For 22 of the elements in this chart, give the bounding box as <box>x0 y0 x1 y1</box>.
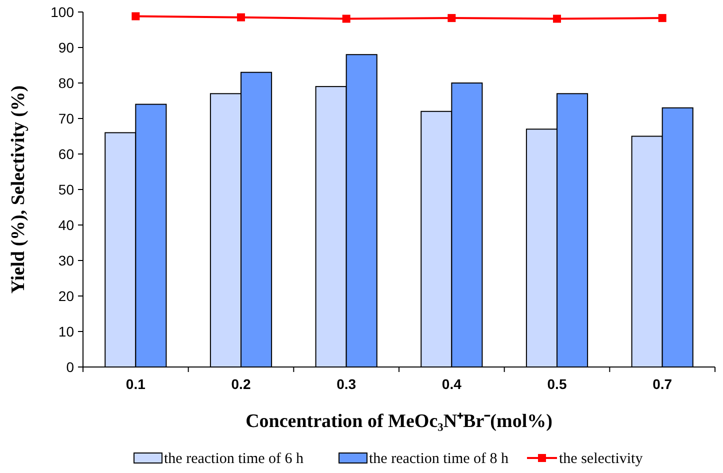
y-tick-label: 80 <box>58 74 74 91</box>
y-tick-label: 40 <box>58 216 74 233</box>
y-tick-label: 10 <box>58 323 74 340</box>
y-tick-label: 60 <box>58 146 74 162</box>
y-tick-label: 90 <box>58 39 74 56</box>
x-axis-title: Concentration of MeOc₃N⁺Br⁻(mol%) <box>246 411 552 432</box>
x-tick-label: 0.7 <box>652 376 672 392</box>
y-axis-title: Yield (%), Selectivity (%) <box>8 85 29 294</box>
x-tick-label: 0.1 <box>126 376 146 392</box>
y-tick-label: 100 <box>50 4 74 20</box>
y-tick-label: 70 <box>58 110 74 126</box>
y-tick-label: 20 <box>58 288 74 304</box>
y-tick-label: 50 <box>58 181 74 198</box>
y-tick-label: 30 <box>58 252 74 268</box>
legend-label: the selectivity <box>559 451 644 467</box>
x-tick-label: 0.5 <box>547 376 567 392</box>
legend-label: the reaction time of 8 h <box>369 451 510 467</box>
x-tick-label: 0.2 <box>231 376 251 392</box>
x-tick-label: 0.4 <box>442 376 462 392</box>
legend-label: the reaction time of 6 h <box>164 451 304 467</box>
y-tick-label: 0 <box>66 358 74 375</box>
x-tick-label: 0.3 <box>336 376 356 392</box>
